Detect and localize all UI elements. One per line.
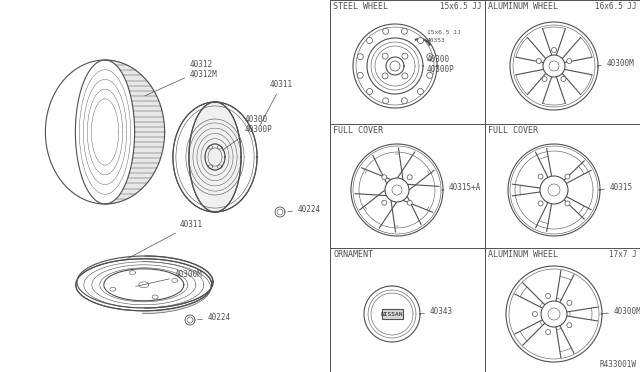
Circle shape xyxy=(382,200,387,205)
Circle shape xyxy=(401,98,407,104)
Text: ALUMINUM WHEEL: ALUMINUM WHEEL xyxy=(488,2,558,11)
Text: ORNAMENT: ORNAMENT xyxy=(333,250,373,259)
Text: 40311: 40311 xyxy=(127,220,203,259)
Circle shape xyxy=(382,53,388,59)
Polygon shape xyxy=(105,60,164,204)
Circle shape xyxy=(552,48,557,52)
Circle shape xyxy=(566,58,572,64)
Text: FULL COVER: FULL COVER xyxy=(333,126,383,135)
Circle shape xyxy=(385,178,409,202)
Circle shape xyxy=(567,323,572,328)
Text: 40300M: 40300M xyxy=(601,307,640,316)
Circle shape xyxy=(392,185,402,195)
Circle shape xyxy=(536,58,541,64)
Text: 40300
40300P: 40300 40300P xyxy=(222,115,273,150)
Text: 16x6.5 JJ: 16x6.5 JJ xyxy=(595,2,637,11)
Polygon shape xyxy=(189,102,241,212)
Text: R433001W: R433001W xyxy=(600,360,637,369)
Circle shape xyxy=(427,54,433,60)
Circle shape xyxy=(383,98,388,104)
Polygon shape xyxy=(76,259,212,311)
Circle shape xyxy=(561,76,566,81)
Circle shape xyxy=(417,89,424,94)
Circle shape xyxy=(567,300,572,305)
Circle shape xyxy=(538,174,543,179)
Circle shape xyxy=(357,72,364,78)
Text: 40300M: 40300M xyxy=(599,59,635,68)
Text: 15x6.5 JJ: 15x6.5 JJ xyxy=(440,2,482,11)
Circle shape xyxy=(427,72,433,78)
Circle shape xyxy=(402,53,408,59)
Circle shape xyxy=(541,301,567,327)
Polygon shape xyxy=(45,60,105,204)
Text: 40315+A: 40315+A xyxy=(443,183,481,192)
Text: 40353: 40353 xyxy=(427,38,445,43)
Text: 40224: 40224 xyxy=(288,205,321,214)
Bar xyxy=(381,310,403,319)
Circle shape xyxy=(548,308,560,320)
Circle shape xyxy=(549,61,559,71)
Circle shape xyxy=(540,176,568,204)
Circle shape xyxy=(367,38,372,44)
Polygon shape xyxy=(173,102,257,212)
Circle shape xyxy=(565,174,570,179)
Circle shape xyxy=(546,294,550,298)
Circle shape xyxy=(390,61,400,71)
Circle shape xyxy=(565,201,570,206)
Circle shape xyxy=(548,184,560,196)
Circle shape xyxy=(543,55,565,77)
Circle shape xyxy=(357,54,364,60)
Text: 40224: 40224 xyxy=(198,313,231,322)
Text: 15x6.5 JJ: 15x6.5 JJ xyxy=(427,30,461,35)
Text: 40300
40300P: 40300 40300P xyxy=(427,55,455,74)
Circle shape xyxy=(532,311,538,317)
Text: 40311: 40311 xyxy=(260,80,293,125)
Text: FULL COVER: FULL COVER xyxy=(488,126,538,135)
Circle shape xyxy=(546,330,550,334)
Circle shape xyxy=(407,200,412,205)
Circle shape xyxy=(401,28,407,34)
Text: 40300M: 40300M xyxy=(136,270,203,286)
Text: 17x7 J: 17x7 J xyxy=(609,250,637,259)
Polygon shape xyxy=(143,256,213,314)
Text: NISSAN: NISSAN xyxy=(381,311,403,317)
Circle shape xyxy=(407,175,412,180)
Text: 40343: 40343 xyxy=(420,307,453,316)
Text: 40312
40312M: 40312 40312M xyxy=(145,60,218,96)
Text: ALUMINUM WHEEL: ALUMINUM WHEEL xyxy=(488,250,558,259)
Circle shape xyxy=(382,73,388,79)
Circle shape xyxy=(542,76,547,81)
Polygon shape xyxy=(77,256,213,308)
Circle shape xyxy=(538,201,543,206)
Text: 40315: 40315 xyxy=(600,183,633,192)
Circle shape xyxy=(417,38,424,44)
Circle shape xyxy=(367,89,372,94)
Circle shape xyxy=(382,175,387,180)
Text: STEEL WHEEL: STEEL WHEEL xyxy=(333,2,388,11)
Circle shape xyxy=(383,28,388,34)
Circle shape xyxy=(402,73,408,79)
